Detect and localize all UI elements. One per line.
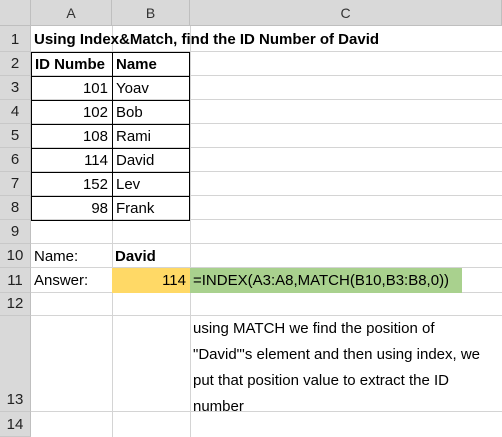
column-header-b[interactable]: B [112,0,190,26]
gridline [31,99,502,100]
row-header-6[interactable]: 6 [0,148,31,172]
row-header-9[interactable]: 9 [0,220,31,244]
name-cell[interactable]: Frank [112,196,190,221]
lookup-name-cell[interactable]: David [115,247,156,265]
gridline [31,195,502,196]
row-header-3[interactable]: 3 [0,76,31,100]
id-cell[interactable]: 152 [31,172,113,197]
title-cell[interactable]: Using Index&Match, find the ID Number of… [34,30,380,48]
name-cell[interactable]: David [112,148,190,173]
answer-label-cell[interactable]: Answer: [34,272,89,289]
name-cell[interactable]: Rami [112,124,190,149]
gridline [31,243,502,244]
row-header-14[interactable]: 14 [0,412,31,437]
gridline [31,171,502,172]
gridline [112,26,113,437]
row-header-12[interactable]: 12 [0,293,31,316]
header-name[interactable]: Name [112,52,190,77]
row-header-10[interactable]: 10 [0,244,31,268]
row-header-4[interactable]: 4 [0,100,31,124]
row-header-7[interactable]: 7 [0,172,31,196]
gridline [190,26,191,437]
name-label-cell[interactable]: Name: [34,247,79,265]
gridline [31,147,502,148]
gridline [31,411,502,412]
column-header-c[interactable]: C [190,0,502,26]
gridline [31,75,502,76]
gridline [31,219,502,220]
name-cell[interactable]: Yoav [112,76,190,101]
id-cell[interactable]: 101 [31,76,113,101]
row-header-11[interactable]: 11 [0,268,31,293]
row-header-8[interactable]: 8 [0,196,31,220]
formula-cell[interactable]: =INDEX(A3:A8,MATCH(B10,B3:B8,0)) [190,268,462,293]
gridline [31,123,502,124]
name-cell[interactable]: Lev [112,172,190,197]
answer-value-cell[interactable]: 114 [112,268,190,293]
column-header-a[interactable]: A [31,0,112,26]
id-cell[interactable]: 98 [31,196,113,221]
gridline [31,315,502,316]
header-id-number[interactable]: ID Numbe [31,52,113,77]
explanation-note[interactable]: using MATCH we find the position of "Dav… [193,320,481,415]
gridline [31,51,502,52]
id-cell[interactable]: 114 [31,148,113,173]
id-cell[interactable]: 108 [31,124,113,149]
gridline [31,267,502,268]
id-cell[interactable]: 102 [31,100,113,125]
row-header-13[interactable]: 13 [0,316,31,412]
row-header-1[interactable]: 1 [0,26,31,52]
row-header-2[interactable]: 2 [0,52,31,76]
select-all-corner[interactable] [0,0,31,26]
name-cell[interactable]: Bob [112,100,190,125]
row-header-5[interactable]: 5 [0,124,31,148]
